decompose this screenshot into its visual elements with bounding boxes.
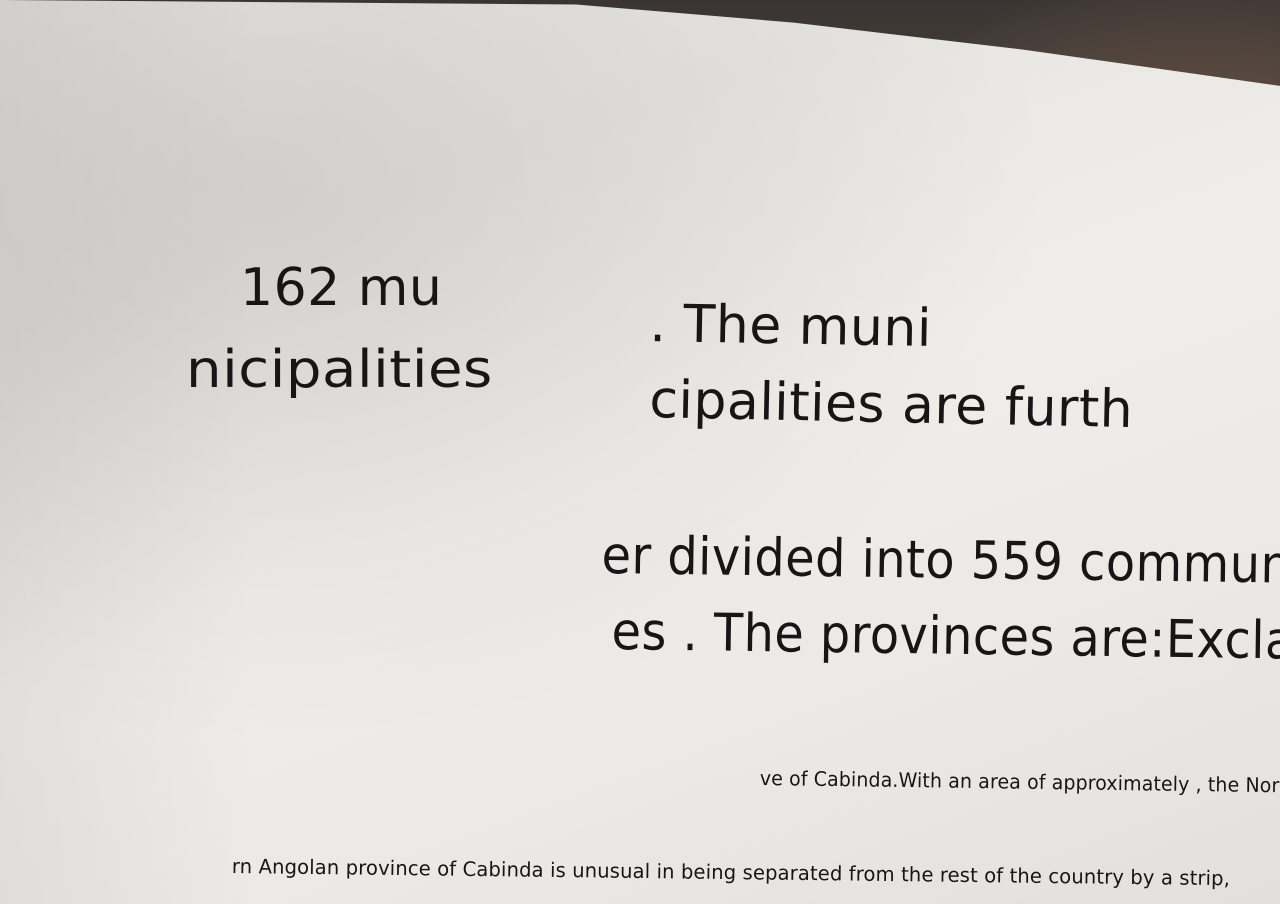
text-line-162-mu: 162 mu bbox=[240, 258, 443, 318]
text-line-nicipalities: nicipalities bbox=[186, 340, 493, 400]
text-line-er-divided: er divided into 559 commun bbox=[601, 526, 1280, 596]
text-line-the-muni: . The muni bbox=[649, 294, 933, 359]
text-line-cipalities-are-furth: cipalities are furth bbox=[648, 370, 1134, 441]
text-line-es-the-provinces: es . The provinces are:Excla bbox=[611, 602, 1280, 672]
